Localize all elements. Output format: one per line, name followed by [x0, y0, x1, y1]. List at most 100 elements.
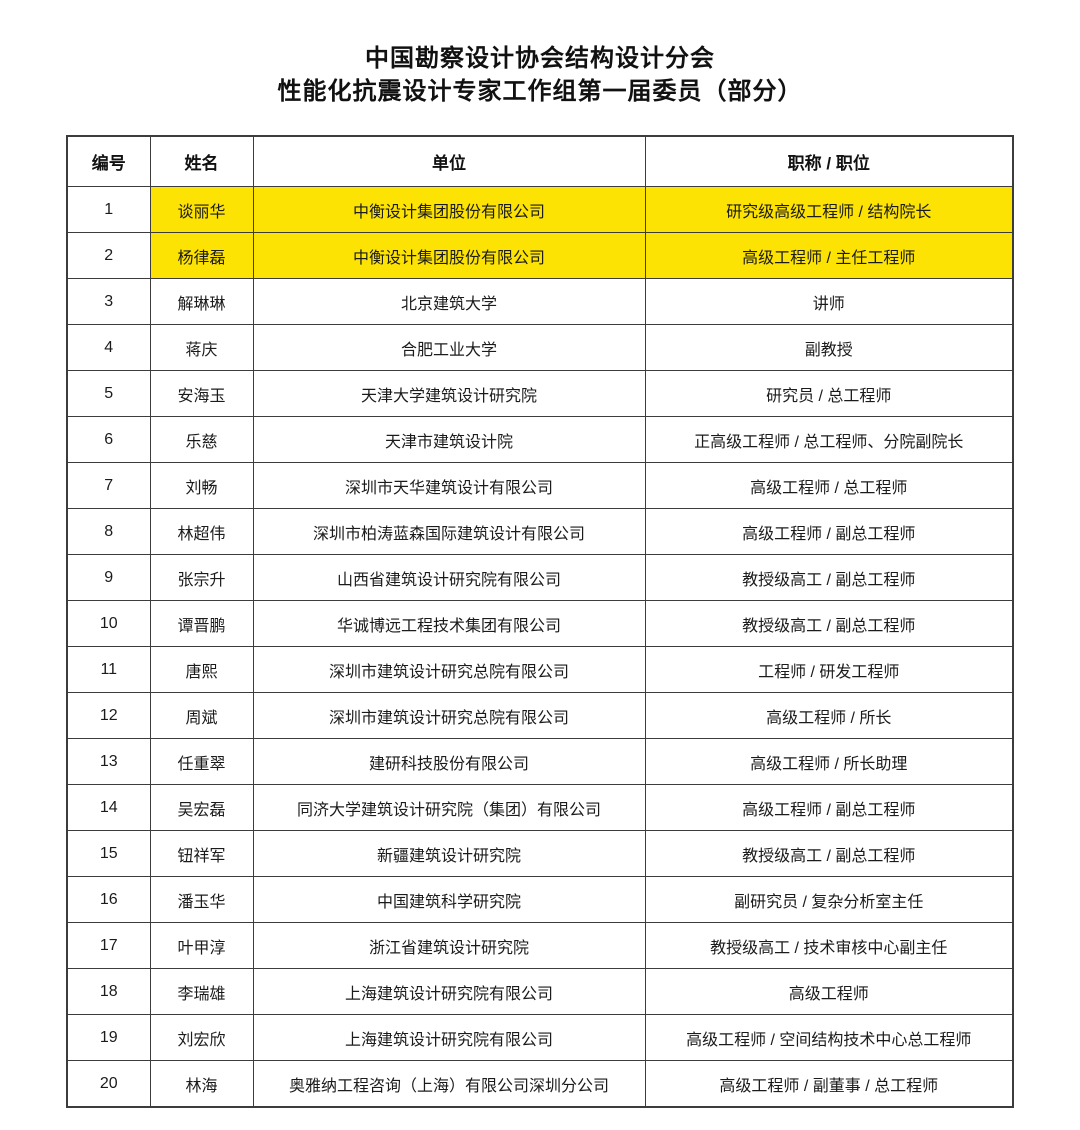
member-organization-cell: 建研科技股份有限公司 — [252, 738, 646, 785]
table-row: 3 解琳琳 北京建筑大学 讲师 — [66, 278, 1014, 325]
row-number: 4 — [66, 324, 151, 371]
member-organization-cell: 天津大学建筑设计研究院 — [252, 370, 646, 417]
row-number: 5 — [66, 370, 151, 417]
member-name-cell: 蒋庆 — [149, 324, 254, 371]
member-title-cell: 副研究员 / 复杂分析室主任 — [644, 876, 1014, 923]
row-number: 10 — [66, 600, 151, 647]
table-row: 6 乐慈 天津市建筑设计院 正高级工程师 / 总工程师、分院副院长 — [66, 416, 1014, 463]
table-row: 18 李瑞雄 上海建筑设计研究院有限公司 高级工程师 — [66, 968, 1014, 1015]
member-title-cell: 副教授 — [644, 324, 1014, 371]
column-header-name: 姓名 — [149, 135, 254, 187]
table-row: 7 刘畅 深圳市天华建筑设计有限公司 高级工程师 / 总工程师 — [66, 462, 1014, 509]
row-number: 2 — [66, 232, 151, 279]
row-number: 14 — [66, 784, 151, 831]
table-row: 11 唐熙 深圳市建筑设计研究总院有限公司 工程师 / 研发工程师 — [66, 646, 1014, 693]
member-title-cell: 高级工程师 / 总工程师 — [644, 462, 1014, 509]
row-number: 1 — [66, 186, 151, 233]
member-title-cell: 工程师 / 研发工程师 — [644, 646, 1014, 693]
column-header-number: 编号 — [66, 135, 151, 187]
member-name-cell: 叶甲淳 — [149, 922, 254, 969]
table-row: 19 刘宏欣 上海建筑设计研究院有限公司 高级工程师 / 空间结构技术中心总工程师 — [66, 1014, 1014, 1061]
table-row: 15 钮祥军 新疆建筑设计研究院 教授级高工 / 副总工程师 — [66, 830, 1014, 877]
member-organization-cell: 上海建筑设计研究院有限公司 — [252, 1014, 646, 1061]
member-organization-cell: 深圳市建筑设计研究总院有限公司 — [252, 646, 646, 693]
member-organization-cell: 深圳市建筑设计研究总院有限公司 — [252, 692, 646, 739]
member-title-cell: 高级工程师 / 副总工程师 — [644, 508, 1014, 555]
member-organization-cell: 华诚博远工程技术集团有限公司 — [252, 600, 646, 647]
row-number: 9 — [66, 554, 151, 601]
member-name-cell: 张宗升 — [149, 554, 254, 601]
row-number: 7 — [66, 462, 151, 509]
member-title-cell: 高级工程师 / 所长助理 — [644, 738, 1014, 785]
member-title-cell: 正高级工程师 / 总工程师、分院副院长 — [644, 416, 1014, 463]
member-name-cell: 谈丽华 — [149, 186, 254, 233]
member-title-cell: 讲师 — [644, 278, 1014, 325]
member-name-cell: 钮祥军 — [149, 830, 254, 877]
row-number: 20 — [66, 1060, 151, 1108]
table-row: 12 周斌 深圳市建筑设计研究总院有限公司 高级工程师 / 所长 — [66, 692, 1014, 739]
document-title: 中国勘察设计协会结构设计分会 性能化抗震设计专家工作组第一届委员（部分） — [0, 0, 1080, 108]
members-table: 编号 姓名 单位 职称 / 职位 1 谈丽华 中衡设计集团股份有限公司 研究级高级工程… — [66, 135, 1014, 1108]
table-body: 1 谈丽华 中衡设计集团股份有限公司 研究级高级工程师 / 结构院长 2 杨律磊 中衡设计集… — [66, 186, 1014, 1108]
member-organization-cell: 北京建筑大学 — [252, 278, 646, 325]
member-name-cell: 安海玉 — [149, 370, 254, 417]
member-name-cell: 吴宏磊 — [149, 784, 254, 831]
member-name-cell: 解琳琳 — [149, 278, 254, 325]
title-line-2: 性能化抗震设计专家工作组第一届委员（部分） — [277, 78, 803, 105]
row-number: 11 — [66, 646, 151, 693]
member-organization-cell: 浙江省建筑设计研究院 — [252, 922, 646, 969]
member-name-cell: 谭晋鹏 — [149, 600, 254, 647]
row-number: 8 — [66, 508, 151, 555]
table-row: 1 谈丽华 中衡设计集团股份有限公司 研究级高级工程师 / 结构院长 — [66, 186, 1014, 233]
member-organization-cell: 中衡设计集团股份有限公司 — [252, 186, 646, 233]
member-title-cell: 高级工程师 / 空间结构技术中心总工程师 — [644, 1014, 1014, 1061]
member-organization-cell: 同济大学建筑设计研究院（集团）有限公司 — [252, 784, 646, 831]
member-name-cell: 乐慈 — [149, 416, 254, 463]
row-number: 12 — [66, 692, 151, 739]
member-title-cell: 教授级高工 / 副总工程师 — [644, 554, 1014, 601]
row-number: 16 — [66, 876, 151, 923]
member-organization-cell: 新疆建筑设计研究院 — [252, 830, 646, 877]
row-number: 15 — [66, 830, 151, 877]
member-title-cell: 高级工程师 / 主任工程师 — [644, 232, 1014, 279]
member-title-cell: 高级工程师 / 副董事 / 总工程师 — [644, 1060, 1014, 1108]
member-name-cell: 潘玉华 — [149, 876, 254, 923]
table-row: 4 蒋庆 合肥工业大学 副教授 — [66, 324, 1014, 371]
member-title-cell: 研究级高级工程师 / 结构院长 — [644, 186, 1014, 233]
row-number: 3 — [66, 278, 151, 325]
table-row: 5 安海玉 天津大学建筑设计研究院 研究员 / 总工程师 — [66, 370, 1014, 417]
column-header-title: 职称 / 职位 — [644, 135, 1014, 187]
member-organization-cell: 合肥工业大学 — [252, 324, 646, 371]
member-organization-cell: 中衡设计集团股份有限公司 — [252, 232, 646, 279]
table-row: 13 任重翠 建研科技股份有限公司 高级工程师 / 所长助理 — [66, 738, 1014, 785]
member-name-cell: 任重翠 — [149, 738, 254, 785]
row-number: 6 — [66, 416, 151, 463]
member-name-cell: 李瑞雄 — [149, 968, 254, 1015]
table-row: 8 林超伟 深圳市柏涛蓝森国际建筑设计有限公司 高级工程师 / 副总工程师 — [66, 508, 1014, 555]
table-row: 14 吴宏磊 同济大学建筑设计研究院（集团）有限公司 高级工程师 / 副总工程师 — [66, 784, 1014, 831]
table-header-row: 编号 姓名 单位 职称 / 职位 — [66, 135, 1014, 187]
member-name-cell: 刘畅 — [149, 462, 254, 509]
member-name-cell: 杨律磊 — [149, 232, 254, 279]
table-row: 2 杨律磊 中衡设计集团股份有限公司 高级工程师 / 主任工程师 — [66, 232, 1014, 279]
column-header-organization: 单位 — [252, 135, 646, 187]
member-title-cell: 教授级高工 / 技术审核中心副主任 — [644, 922, 1014, 969]
table-row: 10 谭晋鹏 华诚博远工程技术集团有限公司 教授级高工 / 副总工程师 — [66, 600, 1014, 647]
member-organization-cell: 奥雅纳工程咨询（上海）有限公司深圳分公司 — [252, 1060, 646, 1108]
member-organization-cell: 天津市建筑设计院 — [252, 416, 646, 463]
member-name-cell: 唐熙 — [149, 646, 254, 693]
member-name-cell: 林超伟 — [149, 508, 254, 555]
member-organization-cell: 山西省建筑设计研究院有限公司 — [252, 554, 646, 601]
row-number: 18 — [66, 968, 151, 1015]
member-title-cell: 研究员 / 总工程师 — [644, 370, 1014, 417]
member-organization-cell: 上海建筑设计研究院有限公司 — [252, 968, 646, 1015]
member-name-cell: 刘宏欣 — [149, 1014, 254, 1061]
member-organization-cell: 深圳市天华建筑设计有限公司 — [252, 462, 646, 509]
member-title-cell: 教授级高工 / 副总工程师 — [644, 830, 1014, 877]
row-number: 17 — [66, 922, 151, 969]
table-row: 17 叶甲淳 浙江省建筑设计研究院 教授级高工 / 技术审核中心副主任 — [66, 922, 1014, 969]
member-organization-cell: 中国建筑科学研究院 — [252, 876, 646, 923]
member-organization-cell: 深圳市柏涛蓝森国际建筑设计有限公司 — [252, 508, 646, 555]
table-row: 9 张宗升 山西省建筑设计研究院有限公司 教授级高工 / 副总工程师 — [66, 554, 1014, 601]
